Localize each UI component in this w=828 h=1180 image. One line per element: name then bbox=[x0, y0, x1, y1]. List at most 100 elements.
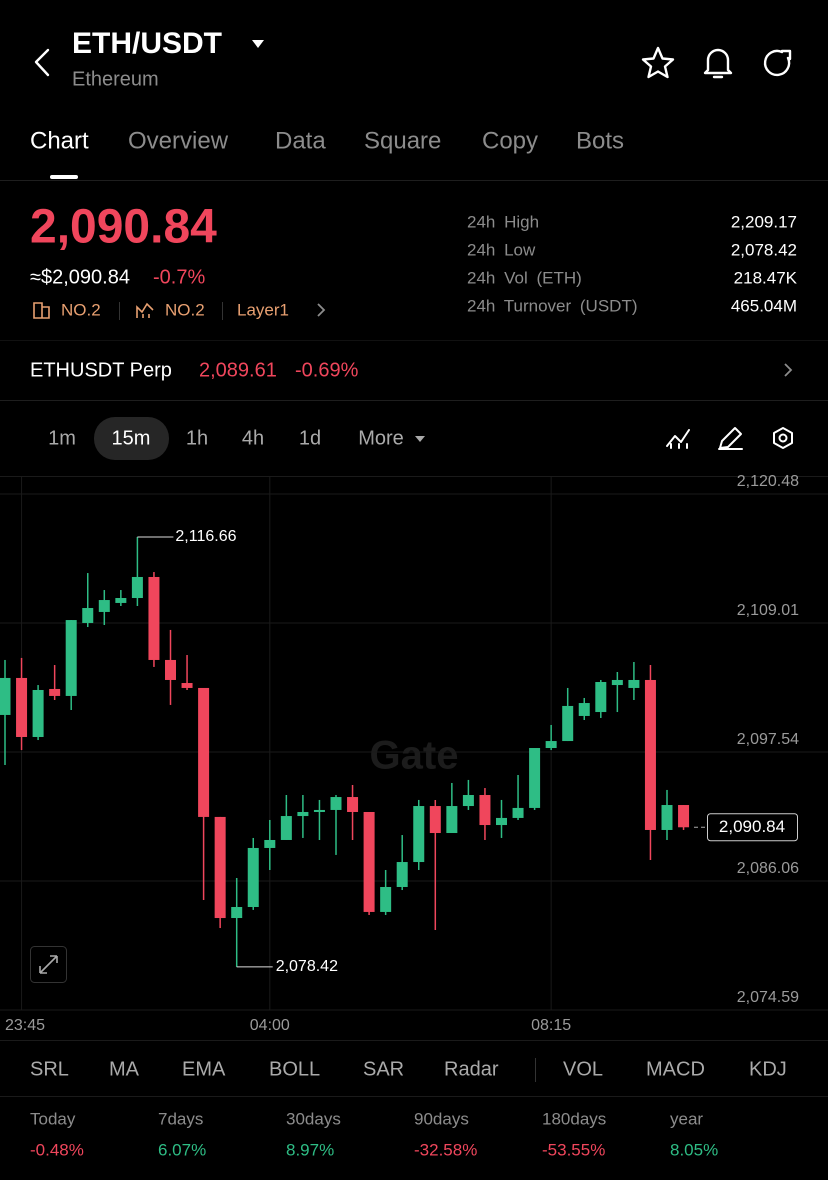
stat-label: 24h High bbox=[467, 212, 539, 231]
candle-body bbox=[181, 683, 193, 688]
stat-value: 465.04M bbox=[731, 296, 797, 315]
interval[interactable]: More bbox=[358, 427, 404, 449]
tab[interactable]: Data bbox=[275, 127, 326, 154]
tab[interactable]: Copy bbox=[482, 127, 538, 154]
favorite-icon[interactable] bbox=[641, 46, 675, 79]
category[interactable]: Layer1 bbox=[237, 300, 289, 319]
candle-body bbox=[678, 805, 690, 828]
candle-body bbox=[462, 795, 474, 807]
stat-value: 2,078.42 bbox=[731, 240, 797, 259]
perp-change: -0.69% bbox=[295, 359, 359, 381]
indicator[interactable]: MA bbox=[109, 1058, 140, 1080]
expand-icon bbox=[39, 955, 58, 974]
rank-icon bbox=[33, 302, 50, 319]
stat-value: 2,209.17 bbox=[731, 212, 797, 231]
x-tick-label: 08:15 bbox=[531, 1017, 571, 1034]
candle-body bbox=[595, 682, 607, 713]
candle-body bbox=[198, 687, 210, 817]
candle-body bbox=[330, 797, 342, 810]
candle-body bbox=[578, 703, 590, 716]
alert-icon[interactable] bbox=[703, 48, 733, 79]
indicator-icon[interactable] bbox=[666, 429, 690, 449]
interval[interactable]: 1h bbox=[186, 427, 208, 449]
chevron[interactable] bbox=[784, 363, 793, 377]
interval[interactable]: 15m bbox=[112, 427, 151, 449]
back-button[interactable] bbox=[34, 48, 50, 77]
rank: NO.2 bbox=[165, 300, 205, 319]
divider bbox=[0, 340, 828, 341]
divider bbox=[0, 400, 828, 401]
interval[interactable]: 4h bbox=[242, 427, 264, 449]
candle-body bbox=[512, 807, 524, 818]
candle-body bbox=[247, 847, 259, 908]
indicator[interactable]: Radar bbox=[444, 1058, 499, 1080]
period: 30days bbox=[286, 1109, 341, 1128]
period-change: -53.55% bbox=[542, 1140, 605, 1159]
candle-body bbox=[496, 817, 507, 826]
settings-icon[interactable] bbox=[773, 427, 793, 449]
candle-body bbox=[313, 809, 325, 812]
x-tick-label: 23:45 bbox=[5, 1017, 45, 1034]
candle-body bbox=[479, 795, 491, 826]
settings-icon-dot bbox=[778, 433, 788, 443]
candle-body bbox=[65, 620, 77, 696]
period-change: 8.05% bbox=[670, 1140, 718, 1159]
indicator[interactable]: EMA bbox=[182, 1058, 226, 1080]
period: Today bbox=[30, 1109, 76, 1128]
high-label: 2,116.66 bbox=[175, 528, 236, 545]
divider bbox=[0, 476, 828, 477]
separator bbox=[119, 302, 120, 320]
candle-body bbox=[380, 886, 392, 912]
candle-body bbox=[347, 797, 359, 812]
tab[interactable]: Square bbox=[364, 127, 441, 154]
period-change: 8.97% bbox=[286, 1140, 334, 1159]
divider bbox=[0, 180, 828, 181]
period-change: 6.07% bbox=[158, 1140, 206, 1159]
y-tick-label: 2,120.48 bbox=[737, 473, 799, 490]
candle-body bbox=[0, 677, 11, 715]
share-icon[interactable] bbox=[763, 49, 792, 77]
candle-body bbox=[297, 811, 309, 817]
candle-body bbox=[214, 816, 226, 919]
chevron[interactable] bbox=[317, 303, 326, 317]
candle-body bbox=[280, 816, 292, 840]
pair: ETH/USDT bbox=[72, 27, 222, 60]
indicator[interactable]: BOLL bbox=[269, 1058, 320, 1080]
perp-name[interactable]: ETHUSDT Perp bbox=[30, 359, 172, 381]
stat-value: 218.47K bbox=[734, 268, 798, 287]
tab[interactable]: Chart bbox=[30, 127, 89, 154]
y-tick-label: 2,109.01 bbox=[737, 602, 799, 619]
coin-name: Ethereum bbox=[72, 68, 159, 90]
candle-body bbox=[413, 806, 425, 863]
pair-dropdown[interactable] bbox=[252, 40, 264, 48]
divider bbox=[0, 1096, 828, 1097]
draw-icon[interactable] bbox=[718, 427, 743, 450]
candle-body bbox=[98, 600, 110, 612]
tab[interactable]: Bots bbox=[576, 127, 624, 154]
x-tick-label: 04:00 bbox=[250, 1017, 290, 1034]
indicator[interactable]: MACD bbox=[646, 1058, 705, 1080]
y-tick-label: 2,097.54 bbox=[737, 731, 799, 748]
candle-body bbox=[562, 705, 574, 742]
rank: NO.2 bbox=[61, 300, 101, 319]
more-dropdown[interactable] bbox=[415, 436, 425, 442]
indicator[interactable]: SAR bbox=[363, 1058, 404, 1080]
interval[interactable]: 1d bbox=[299, 427, 321, 449]
y-tick-label: 2,074.59 bbox=[737, 989, 799, 1006]
candle-body bbox=[545, 741, 557, 749]
period: 180days bbox=[542, 1109, 606, 1128]
period-change: -0.48% bbox=[30, 1140, 84, 1159]
last-price: 2,090.84 bbox=[30, 201, 217, 254]
candle-body bbox=[115, 598, 127, 603]
tab[interactable]: Overview bbox=[128, 127, 229, 154]
indicator[interactable]: KDJ bbox=[749, 1058, 787, 1080]
indicator[interactable]: VOL bbox=[563, 1058, 603, 1080]
divider bbox=[0, 1040, 828, 1041]
interval[interactable]: 1m bbox=[48, 427, 76, 449]
tab-underline bbox=[50, 175, 78, 179]
indicator[interactable]: SRL bbox=[30, 1058, 69, 1080]
separator bbox=[222, 302, 223, 320]
usd-price: ≈$2,090.84 bbox=[30, 266, 130, 288]
